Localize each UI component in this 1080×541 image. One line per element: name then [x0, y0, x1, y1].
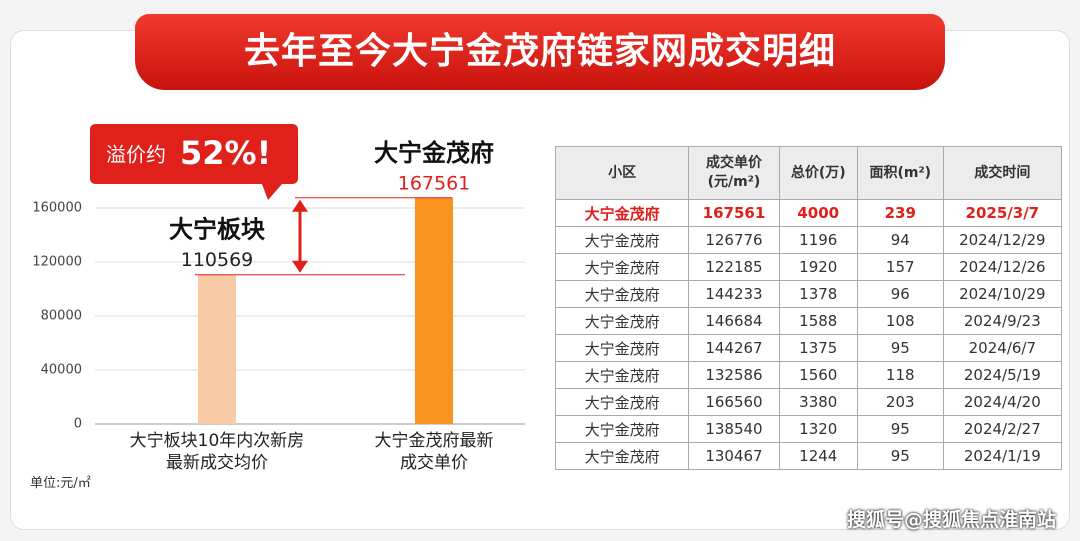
table-cell: 大宁金茂府	[554, 361, 690, 389]
unit-label: 单位:元/㎡	[30, 476, 91, 491]
table-cell: 大宁金茂府	[554, 280, 690, 308]
table-cell: 157	[856, 253, 944, 281]
badge-value: 52%!	[180, 134, 271, 172]
table-cell: 4000	[778, 199, 858, 227]
table-cell: 126776	[688, 226, 780, 254]
table-cell: 2024/9/23	[942, 307, 1063, 335]
table-cell: 2024/12/26	[942, 253, 1063, 281]
table-cell: 1378	[778, 280, 858, 308]
table-cell: 1588	[778, 307, 858, 335]
table-cell: 144233	[688, 280, 780, 308]
watermark: 搜狐号@搜狐焦点淮南站	[846, 509, 1056, 531]
table-cell: 146684	[688, 307, 780, 335]
table-cell: 1196	[778, 226, 858, 254]
y-tick-label: 0	[74, 417, 82, 432]
table-cell: 2024/1/19	[942, 442, 1063, 470]
table-cell: 2024/5/19	[942, 361, 1063, 389]
header-row: 小区 成交单价 (元/m²) 总价(万) 面积(m²) 成交时间	[554, 146, 1063, 200]
table-cell: 1244	[778, 442, 858, 470]
y-tick-label: 40000	[41, 363, 82, 378]
table-cell: 1560	[778, 361, 858, 389]
table-cell: 3380	[778, 388, 858, 416]
table-cell: 96	[856, 280, 944, 308]
table-cell: 大宁金茂府	[554, 226, 690, 254]
table-row: 大宁金茂府 167561 4000 239 2025/3/7	[554, 199, 1063, 227]
badge	[90, 124, 298, 200]
bar-name: 大宁金茂府	[374, 139, 494, 167]
table-cell: 1375	[778, 334, 858, 362]
table-cell: 144267	[688, 334, 780, 362]
table-cell: 1920	[778, 253, 858, 281]
table-cell: 2025/3/7	[942, 199, 1063, 227]
table-cell: 95	[856, 442, 944, 470]
table-cell: 167561	[688, 199, 780, 227]
bar-name: 大宁板块	[169, 216, 265, 244]
value-label: 110569	[181, 249, 254, 271]
table-cell: 203	[856, 388, 944, 416]
table-row: 大宁金茂府 122185 1920 157 2024/12/26	[554, 253, 1063, 281]
badge-prefix: 溢价约	[106, 143, 166, 167]
table-cell: 95	[856, 334, 944, 362]
table-cell: 2024/12/29	[942, 226, 1063, 254]
table-cell: 122185	[688, 253, 780, 281]
header-cell: 面积(m²)	[856, 146, 944, 200]
header-cell: 总价(万)	[778, 146, 858, 200]
header-cell: 成交单价 (元/m²)	[688, 146, 780, 200]
banner-title: 去年至今大宁金茂府链家网成交明细	[135, 14, 945, 90]
table-row: 大宁金茂府 144233 1378 96 2024/10/29	[554, 280, 1063, 308]
table-row: 大宁金茂府 126776 1196 94 2024/12/29	[554, 226, 1063, 254]
table-row: 大宁金茂府 132586 1560 118 2024/5/19	[554, 361, 1063, 389]
table-cell: 108	[856, 307, 944, 335]
table-row: 大宁金茂府 138540 1320 95 2024/2/27	[554, 415, 1063, 443]
table-cell: 大宁金茂府	[554, 307, 690, 335]
y-tick-label: 160000	[32, 201, 82, 216]
table-cell: 118	[856, 361, 944, 389]
table-cell: 130467	[688, 442, 780, 470]
table-cell: 95	[856, 415, 944, 443]
y-tick-label: 120000	[32, 255, 82, 270]
table-cell: 大宁金茂府	[554, 334, 690, 362]
header-cell: 小区	[554, 146, 690, 200]
table-cell: 138540	[688, 415, 780, 443]
table-cell: 大宁金茂府	[554, 253, 690, 281]
deal-table: 小区 成交单价 (元/m²) 总价(万) 面积(m²) 成交时间 大宁金茂府 167561 4…	[554, 146, 1063, 470]
table-cell: 大宁金茂府	[554, 199, 690, 227]
table-cell: 2024/2/27	[942, 415, 1063, 443]
table-cell: 大宁金茂府	[554, 388, 690, 416]
table-row: 大宁金茂府 130467 1244 95 2024/1/19	[554, 442, 1063, 470]
table-cell: 大宁金茂府	[554, 415, 690, 443]
value-label: 167561	[398, 172, 471, 194]
table-row: 大宁金茂府 166560 3380 203 2024/4/20	[554, 388, 1063, 416]
table-cell: 2024/10/29	[942, 280, 1063, 308]
table-cell: 2024/6/7	[942, 334, 1063, 362]
table-cell: 2024/4/20	[942, 388, 1063, 416]
bar	[198, 274, 236, 424]
bar	[415, 197, 453, 424]
table-row: 大宁金茂府 144267 1375 95 2024/6/7	[554, 334, 1063, 362]
table-cell: 166560	[688, 388, 780, 416]
header-cell: 成交时间	[942, 146, 1063, 200]
table-cell: 1320	[778, 415, 858, 443]
table-row: 大宁金茂府 146684 1588 108 2024/9/23	[554, 307, 1063, 335]
x-tick-label: 大宁金茂府最新 成交单价	[374, 431, 494, 473]
table-cell: 132586	[688, 361, 780, 389]
table-cell: 大宁金茂府	[554, 442, 690, 470]
x-tick-label: 大宁板块10年内次新房 最新成交均价	[129, 431, 305, 473]
y-tick-label: 80000	[41, 309, 82, 324]
table-cell: 239	[856, 199, 944, 227]
table-cell: 94	[856, 226, 944, 254]
